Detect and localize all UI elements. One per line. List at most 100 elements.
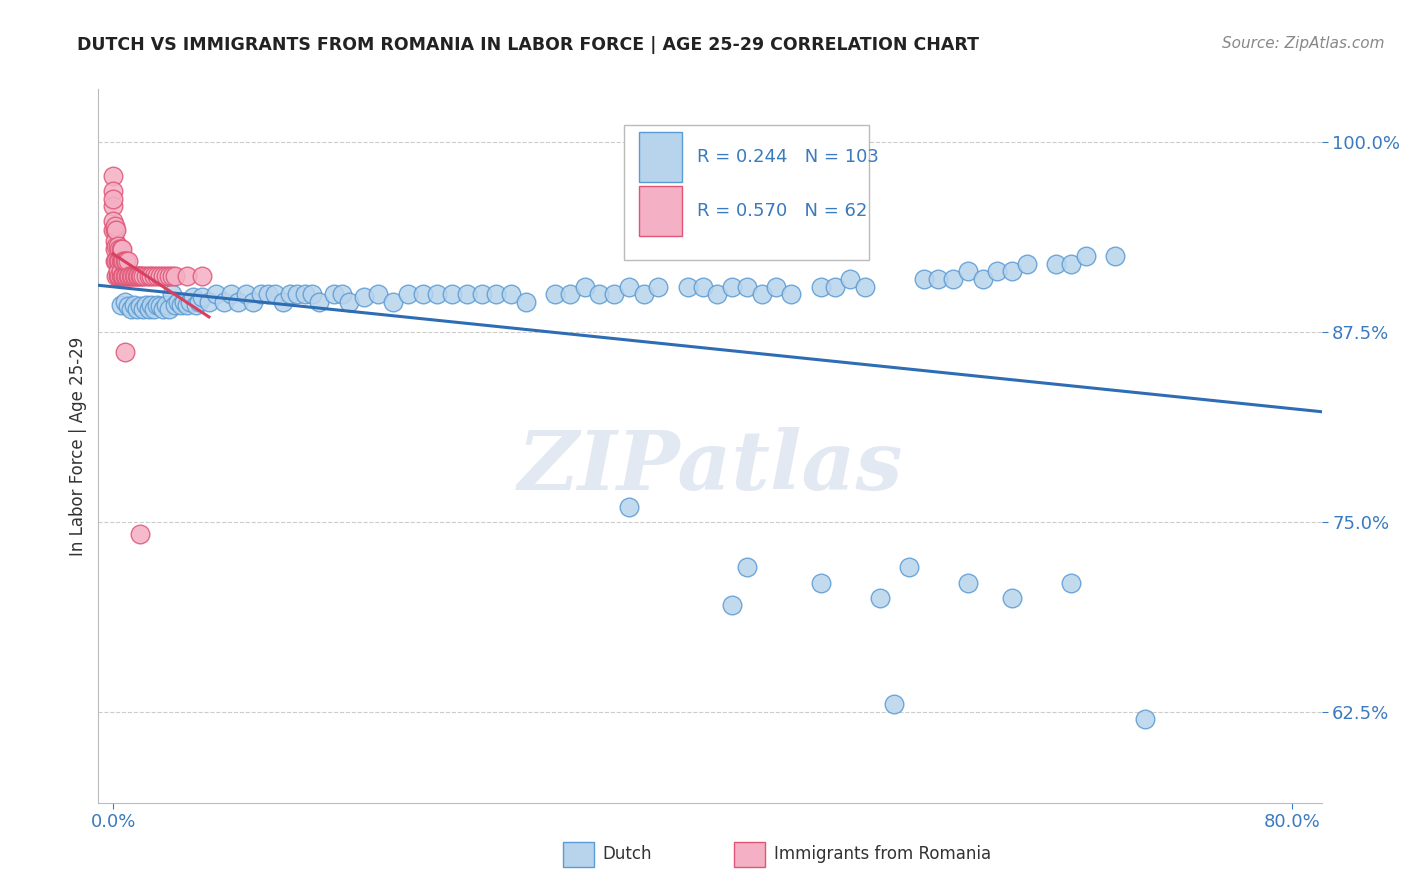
Point — [110, 298, 132, 312]
Point — [190, 268, 212, 283]
Point — [181, 290, 204, 304]
Point — [603, 287, 626, 301]
Point — [141, 298, 163, 312]
Point — [117, 253, 139, 268]
Point — [125, 268, 148, 283]
Point — [337, 294, 360, 309]
Point — [956, 575, 979, 590]
Point — [1015, 257, 1038, 271]
FancyBboxPatch shape — [640, 186, 682, 236]
Point — [853, 279, 876, 293]
Point — [165, 268, 187, 283]
Point — [1104, 249, 1126, 263]
Point — [173, 294, 195, 309]
Point — [692, 279, 714, 293]
Point — [135, 268, 157, 283]
Point — [382, 294, 405, 309]
Point — [205, 287, 228, 301]
Point — [167, 294, 190, 309]
Point — [647, 279, 669, 293]
Text: Dutch: Dutch — [602, 846, 652, 863]
Point — [735, 560, 758, 574]
Point — [617, 279, 640, 293]
Point — [184, 298, 207, 312]
Point — [456, 287, 478, 301]
Point — [544, 287, 567, 301]
Point — [117, 299, 139, 313]
Point — [412, 287, 434, 301]
Point — [353, 290, 375, 304]
Point — [271, 294, 294, 309]
Point — [751, 287, 773, 301]
Point — [112, 268, 135, 283]
Point — [499, 287, 522, 301]
Point — [120, 268, 142, 283]
Point — [135, 298, 157, 312]
Point — [128, 268, 150, 283]
Point — [108, 268, 131, 283]
Point — [105, 268, 128, 283]
Point — [110, 268, 132, 283]
Point — [114, 294, 136, 309]
Point — [107, 238, 129, 252]
Point — [124, 268, 146, 283]
FancyBboxPatch shape — [640, 132, 682, 182]
Point — [323, 287, 346, 301]
Point — [129, 268, 152, 283]
Point — [721, 279, 744, 293]
Point — [101, 169, 124, 183]
Point — [107, 268, 129, 283]
Point — [101, 192, 124, 206]
Point — [118, 268, 141, 283]
Y-axis label: In Labor Force | Age 25-29: In Labor Force | Age 25-29 — [69, 336, 87, 556]
Point — [104, 234, 127, 248]
Point — [155, 298, 177, 312]
Point — [558, 287, 581, 301]
Point — [330, 287, 353, 301]
Point — [1060, 257, 1083, 271]
Point — [810, 575, 832, 590]
Point — [249, 287, 271, 301]
Point — [104, 219, 127, 233]
Point — [122, 298, 145, 312]
Point — [105, 223, 128, 237]
Point — [104, 253, 127, 268]
Point — [146, 298, 169, 312]
Point — [588, 287, 610, 301]
Point — [114, 268, 136, 283]
Point — [735, 279, 758, 293]
Point — [111, 253, 134, 268]
Point — [294, 287, 316, 301]
Point — [114, 344, 136, 359]
Point — [308, 294, 330, 309]
Point — [131, 268, 153, 283]
Point — [101, 214, 124, 228]
Point — [706, 287, 728, 301]
Point — [128, 299, 150, 313]
Point — [131, 302, 153, 317]
Point — [176, 268, 198, 283]
Point — [212, 294, 235, 309]
Point — [1001, 264, 1024, 278]
Point — [839, 272, 862, 286]
FancyBboxPatch shape — [624, 125, 869, 260]
Text: ZIPatlas: ZIPatlas — [517, 427, 903, 508]
Point — [105, 253, 128, 268]
Text: Immigrants from Romania: Immigrants from Romania — [773, 846, 991, 863]
Point — [111, 268, 134, 283]
Point — [574, 279, 596, 293]
Point — [721, 599, 744, 613]
Point — [927, 272, 949, 286]
Point — [165, 298, 187, 312]
Point — [1074, 249, 1097, 263]
Text: DUTCH VS IMMIGRANTS FROM ROMANIA IN LABOR FORCE | AGE 25-29 CORRELATION CHART: DUTCH VS IMMIGRANTS FROM ROMANIA IN LABO… — [77, 36, 980, 54]
Point — [108, 253, 131, 268]
Point — [101, 223, 124, 237]
Point — [179, 294, 201, 309]
Point — [138, 302, 160, 317]
Point — [187, 294, 209, 309]
Point — [264, 287, 287, 301]
Point — [912, 272, 935, 286]
Point — [121, 268, 143, 283]
Point — [780, 287, 803, 301]
